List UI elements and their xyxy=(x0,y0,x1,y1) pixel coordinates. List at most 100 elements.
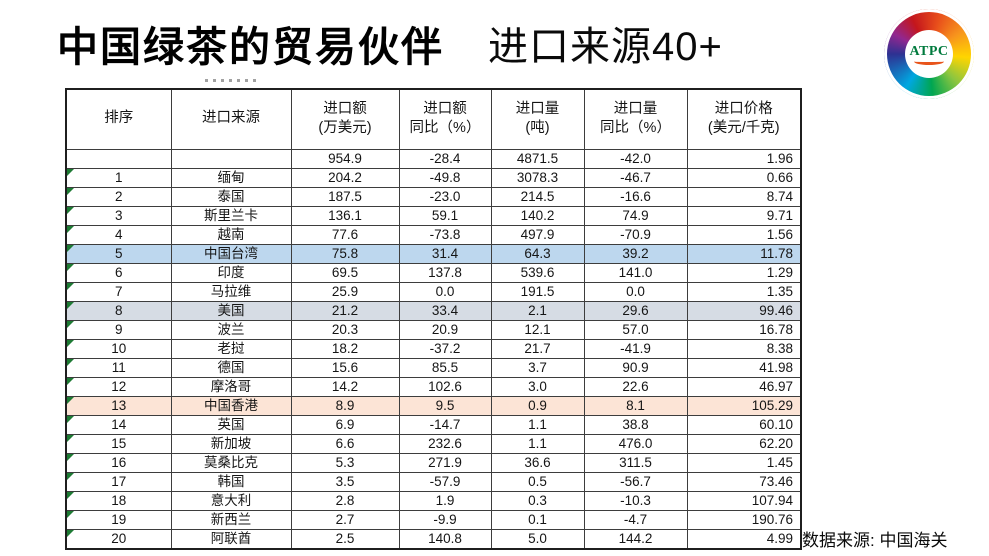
import-value: 77.6 xyxy=(331,226,359,242)
table-row: 18 意大利 2.8 1.9 0.3 -10.3 107.94 xyxy=(65,490,802,511)
import-qty-cell: 1.1 xyxy=(490,414,585,435)
import-qty-yoy: 8.1 xyxy=(626,397,645,413)
import-qty: 0.9 xyxy=(528,397,547,413)
rank-cell: 20 xyxy=(65,528,172,549)
import-qty-cell: 64.3 xyxy=(490,243,585,264)
import-value: 75.8 xyxy=(331,245,359,261)
import-qty-cell: 4871.5 xyxy=(490,148,585,169)
page-subtitle: 进口来源40+ xyxy=(488,25,723,69)
rank-cell xyxy=(65,148,172,169)
import-value: 6.9 xyxy=(335,416,355,432)
import-qty: 214.5 xyxy=(520,188,555,204)
table-row: 17 韩国 3.5 -57.9 0.5 -56.7 73.46 xyxy=(65,471,802,492)
source-cell: 莫桑比克 xyxy=(170,452,292,473)
import-price: 11.78 xyxy=(760,245,793,261)
source-cell: 中国台湾 xyxy=(170,243,292,264)
import-value: 25.9 xyxy=(331,283,359,299)
source-value: 意大利 xyxy=(210,492,252,508)
green-triangle-icon xyxy=(67,340,74,347)
source-value: 越南 xyxy=(217,226,245,242)
import-value-cell: 954.9 xyxy=(290,148,400,169)
import-qty-yoy: -42.0 xyxy=(620,150,651,166)
import-value-yoy: 20.9 xyxy=(431,321,459,337)
import-price-cell: 1.96 xyxy=(686,148,802,169)
import-qty-yoy-cell: 311.5 xyxy=(583,452,688,473)
header-line: 排序 xyxy=(104,110,134,127)
import-value: 3.5 xyxy=(335,473,355,489)
green-triangle-icon xyxy=(67,435,74,442)
import-value: 14.2 xyxy=(331,378,359,394)
import-qty-yoy-cell: -46.7 xyxy=(583,167,688,188)
column-header-import-qty-yoy: 进口量 同比（%） xyxy=(583,88,688,150)
import-qty-cell: 1.1 xyxy=(490,433,585,454)
import-value-yoy: -23.0 xyxy=(429,188,461,204)
import-value-cell: 2.8 xyxy=(290,490,400,511)
import-value-cell: 6.9 xyxy=(290,414,400,435)
rank-cell: 15 xyxy=(65,433,172,454)
import-qty-yoy: 38.8 xyxy=(622,416,649,432)
import-value-yoy: 1.9 xyxy=(435,492,455,508)
import-price: 41.98 xyxy=(759,359,793,375)
header-line: 进口额 xyxy=(323,100,367,117)
source-value: 中国香港 xyxy=(204,397,258,413)
green-triangle-icon xyxy=(67,359,74,366)
source-value: 德国 xyxy=(217,359,245,375)
import-value-yoy-cell: 59.1 xyxy=(398,205,492,226)
source-value: 新加坡 xyxy=(210,435,252,451)
import-value-yoy-cell: 137.8 xyxy=(398,262,492,283)
import-value-yoy: 31.4 xyxy=(431,245,459,261)
rank-cell: 5 xyxy=(65,243,172,264)
import-value-yoy: -73.8 xyxy=(429,226,461,242)
source-value: 波兰 xyxy=(217,321,245,337)
source-value: 摩洛哥 xyxy=(210,378,252,394)
import-qty: 3.7 xyxy=(528,359,547,375)
import-price-cell: 60.10 xyxy=(686,414,802,435)
source-value: 中国台湾 xyxy=(204,245,258,261)
rank-cell: 14 xyxy=(65,414,172,435)
import-qty-cell: 0.9 xyxy=(490,395,585,416)
header-line: 进口价格 xyxy=(714,100,773,117)
import-qty-yoy: -16.6 xyxy=(620,188,651,204)
rank-value: 15 xyxy=(111,435,127,451)
rank-cell: 16 xyxy=(65,452,172,473)
green-triangle-icon xyxy=(67,492,74,499)
rank-cell: 6 xyxy=(65,262,172,283)
import-price: 8.74 xyxy=(766,188,793,204)
source-cell: 摩洛哥 xyxy=(170,376,292,397)
table-row: 20 阿联酋 2.5 140.8 5.0 144.2 4.99 xyxy=(65,528,802,549)
source-value: 斯里兰卡 xyxy=(204,207,258,223)
rank-value: 2 xyxy=(114,188,123,204)
import-value-yoy-cell: 33.4 xyxy=(398,300,492,321)
import-value-yoy-cell: -28.4 xyxy=(398,148,492,169)
import-price: 9.71 xyxy=(766,207,793,223)
source-cell: 泰国 xyxy=(170,186,292,207)
import-qty: 3078.3 xyxy=(516,169,559,185)
import-price: 46.97 xyxy=(759,378,793,394)
import-qty: 0.5 xyxy=(528,473,547,489)
rank-value: 19 xyxy=(111,511,127,527)
import-price: 60.10 xyxy=(759,416,793,432)
import-qty-yoy-cell: 38.8 xyxy=(583,414,688,435)
source-cell: 阿联酋 xyxy=(170,528,292,549)
import-qty-cell: 3.0 xyxy=(490,376,585,397)
import-value-yoy-cell: -57.9 xyxy=(398,471,492,492)
import-qty-yoy: 141.0 xyxy=(618,264,653,280)
table-row: 13 中国香港 8.9 9.5 0.9 8.1 105.29 xyxy=(65,395,802,416)
rank-value: 9 xyxy=(114,321,123,337)
import-value-cell: 15.6 xyxy=(290,357,400,378)
column-header-rank: 排序 xyxy=(65,88,172,150)
column-header-import-value-yoy: 进口额 同比（%） xyxy=(398,88,492,150)
green-triangle-icon xyxy=(67,454,74,461)
import-price-cell: 11.78 xyxy=(686,243,802,264)
import-qty-yoy-cell: 144.2 xyxy=(583,528,688,549)
clipped-text-remnant xyxy=(205,79,261,82)
rank-value: 20 xyxy=(111,530,127,546)
import-price-cell: 73.46 xyxy=(686,471,802,492)
data-source-note: 数据来源: 中国海关 xyxy=(802,531,948,550)
import-value-cell: 3.5 xyxy=(290,471,400,492)
import-qty-cell: 5.0 xyxy=(490,528,585,549)
import-value-yoy-cell: 140.8 xyxy=(398,528,492,549)
import-qty-cell: 21.7 xyxy=(490,338,585,359)
rank-value: 5 xyxy=(114,245,123,261)
source-value: 美国 xyxy=(217,302,245,318)
